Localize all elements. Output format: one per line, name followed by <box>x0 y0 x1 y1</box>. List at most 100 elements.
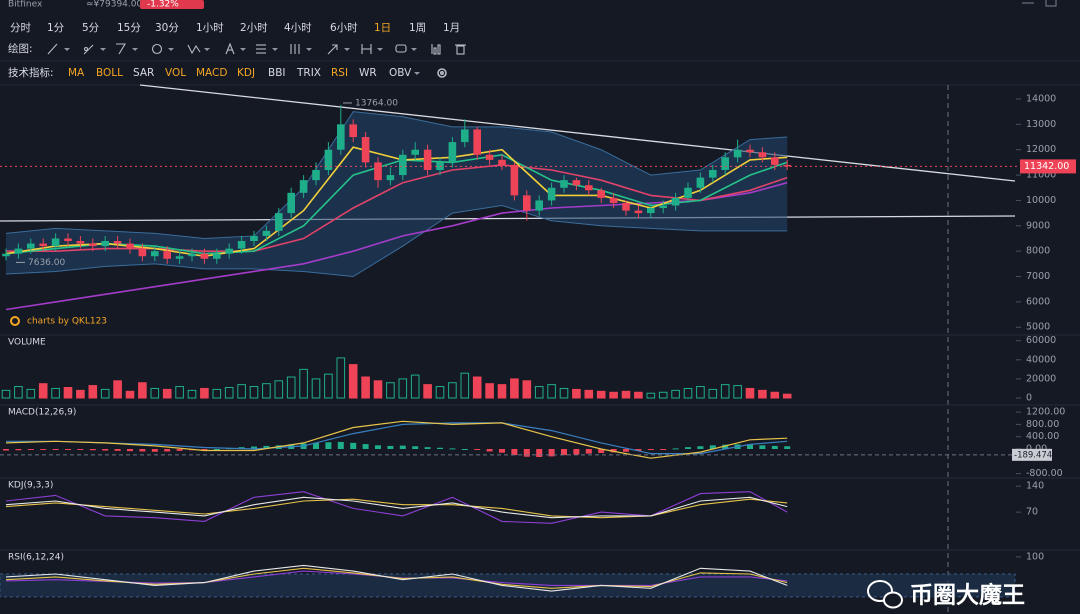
macd-bar <box>362 444 369 450</box>
volume-bar <box>646 392 656 399</box>
indicator-tab[interactable]: OBV <box>389 67 412 79</box>
volume-bar <box>249 386 259 399</box>
volume-bar <box>745 387 755 399</box>
timeframe-tab[interactable]: 1周 <box>409 22 426 34</box>
volume-bar <box>547 384 556 399</box>
panel-title: MACD(12,26,9) <box>8 408 76 418</box>
candle-body <box>399 154 407 176</box>
panel-title: KDJ(9,3,3) <box>8 481 53 491</box>
wechat-logo <box>867 580 903 609</box>
macd-bar <box>213 449 220 451</box>
y-tick-label: 1200.00 <box>1026 407 1065 418</box>
volume-bar <box>534 386 544 399</box>
indicator-tab[interactable]: TRIX <box>296 67 321 79</box>
timeframe-tab[interactable]: 4小时 <box>284 22 312 34</box>
candle-body <box>423 149 432 171</box>
macd-bar <box>176 449 183 451</box>
candle-body <box>609 197 618 203</box>
low-label: 7636.00 <box>28 258 65 268</box>
candle-body <box>386 175 395 181</box>
macd-bar <box>350 442 357 450</box>
timeframe-tab[interactable]: 6小时 <box>330 22 358 34</box>
candle-body <box>213 253 221 259</box>
candle-body <box>113 241 122 244</box>
volume-bar <box>609 391 618 399</box>
y-tick-label: 9000 <box>1026 220 1050 231</box>
settings-icon[interactable] <box>437 68 447 78</box>
candle-body <box>448 142 457 163</box>
macd-bar <box>461 449 468 451</box>
macd-bar <box>313 442 319 450</box>
candle-body <box>597 190 605 198</box>
candle-body <box>262 230 271 236</box>
high-label: 13764.00 <box>355 98 398 108</box>
candle-body <box>250 235 258 242</box>
indicator-tab[interactable]: WR <box>359 67 377 79</box>
macd-bar <box>709 445 716 450</box>
volume-bar <box>596 390 606 399</box>
candle-body <box>634 210 643 214</box>
indicator-tab[interactable]: VOL <box>165 67 186 79</box>
volume-bar <box>26 388 36 399</box>
macd-bar <box>412 446 419 450</box>
indicator-tab[interactable]: RSI <box>331 67 348 79</box>
timeframe-tab[interactable]: 1小时 <box>196 22 224 34</box>
indicator-tab[interactable]: MACD <box>196 67 227 79</box>
y-tick-label: 11000 <box>1026 170 1056 181</box>
timeframe-tab[interactable]: 5分 <box>82 22 100 34</box>
timeframe-tab[interactable]: 1日 <box>374 22 391 34</box>
volume-bar <box>559 387 569 399</box>
timeframe-tab[interactable]: 1月 <box>443 22 460 34</box>
volume-bar <box>361 376 370 399</box>
candle-body <box>151 251 159 257</box>
indicator-tab[interactable]: BBI <box>268 67 286 79</box>
macd-bar <box>263 445 270 450</box>
volume-bar <box>472 376 482 399</box>
y-tick-label: 6000 <box>1026 296 1050 307</box>
dropdown-arrows <box>64 48 420 75</box>
macd-bar <box>151 449 158 452</box>
volume-bar <box>162 388 172 399</box>
macd-bar <box>747 444 753 450</box>
timeframe-tab[interactable]: 分时 <box>10 22 31 34</box>
macd-bar <box>660 449 667 451</box>
candle-body <box>510 164 519 196</box>
y-tick-label: 8000 <box>1026 246 1050 257</box>
volume-bar <box>497 384 507 399</box>
volume-bar <box>286 376 296 399</box>
volume-bar <box>63 387 73 399</box>
candle-body <box>783 164 791 167</box>
timeframe-tab[interactable]: 2小时 <box>240 22 268 34</box>
macd-bar <box>164 449 171 452</box>
trend-line <box>0 215 1016 222</box>
volume-bar <box>572 388 581 399</box>
indicators-label: 技术指标: <box>8 66 54 79</box>
macd-bar <box>685 447 691 450</box>
candle-body <box>51 238 60 247</box>
timeframe-tab[interactable]: 15分 <box>117 22 141 34</box>
volume-bar <box>758 389 767 399</box>
indicator-tab[interactable]: MA <box>68 67 85 79</box>
volume-bar <box>460 372 470 399</box>
change-value: -1.32% <box>147 0 179 10</box>
macd-bar <box>511 449 518 456</box>
indicator-tab[interactable]: KDJ <box>237 67 255 79</box>
candle-body <box>523 195 531 211</box>
y-tick-label: 140 <box>1026 481 1044 492</box>
indicator-tab[interactable]: SAR <box>133 67 154 79</box>
volume-bar <box>138 382 147 399</box>
volume-bar <box>324 373 333 399</box>
y-tick-label: 100 <box>1026 551 1044 562</box>
panel-title: RSI(6,12,24) <box>8 553 64 563</box>
candle-body <box>696 177 705 188</box>
indicator-tab[interactable]: BOLL <box>96 67 123 79</box>
macd-bar <box>486 449 493 452</box>
drawing-tools[interactable] <box>47 42 466 55</box>
timeframe-tab[interactable]: 30分 <box>155 22 179 34</box>
indicator-line <box>5 420 788 459</box>
candle-body <box>361 137 370 163</box>
candle-body <box>200 253 209 259</box>
timeframe-tab[interactable]: 1分 <box>47 22 65 34</box>
indicator-line <box>5 564 788 592</box>
